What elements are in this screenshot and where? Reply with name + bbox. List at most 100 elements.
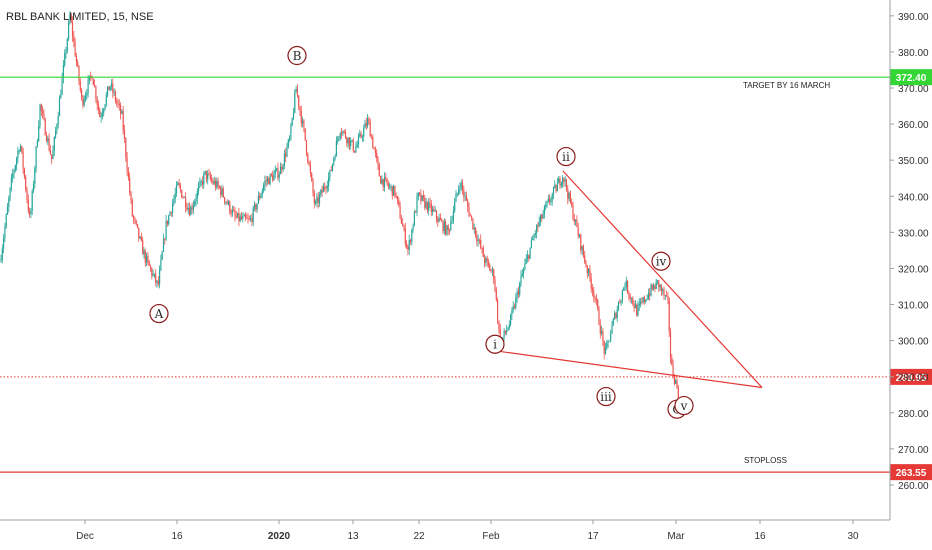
candle-body [667, 295, 669, 299]
candle-body [138, 227, 140, 239]
wave-label: v [680, 399, 688, 413]
x-tick-label: 17 [587, 531, 599, 542]
y-tick-label: 350.00 [898, 156, 929, 167]
y-tick-label: 300.00 [898, 337, 929, 348]
candle-body [575, 219, 577, 222]
candle-body [394, 185, 396, 196]
candle-body [110, 83, 113, 86]
candle-body [348, 137, 350, 147]
candle-body [187, 208, 189, 210]
candle-body [14, 165, 16, 171]
candle-body [478, 239, 480, 241]
candle-body [130, 192, 132, 201]
candle-body [105, 94, 107, 105]
candle-body [331, 163, 334, 171]
candle-body [456, 192, 458, 195]
candle-body [218, 186, 220, 188]
candle-body [565, 179, 568, 190]
candle-body [231, 209, 233, 214]
candle-body [272, 175, 274, 181]
candle-body [582, 246, 584, 256]
candle-body [393, 185, 395, 196]
price-axis[interactable]: 260.00 270.00 280.00 290.00 300.00 310.00 320.… [890, 12, 929, 492]
candle-body [135, 220, 137, 224]
candle-body [330, 170, 332, 171]
candle-body [387, 183, 389, 187]
candle-body [188, 208, 191, 216]
candle-body [222, 188, 224, 198]
candle-body [239, 216, 241, 222]
candle-body [380, 176, 382, 184]
candle-body [359, 133, 361, 137]
candle-body [599, 324, 601, 334]
candle-body [246, 217, 248, 219]
candle-body [607, 341, 609, 343]
candle-body [606, 342, 608, 348]
candle-body [568, 192, 570, 199]
candle-body [572, 205, 574, 220]
candle-body [227, 201, 230, 205]
candle-body [244, 214, 246, 218]
candle-body [354, 150, 356, 153]
time-axis[interactable]: Dec 16 2020 13 22 Feb 17 Mar 16 30 [76, 520, 859, 542]
candle-body [482, 247, 484, 258]
candle-body [586, 266, 588, 273]
candle-body [17, 150, 19, 159]
candle-body [494, 279, 496, 290]
candle-body [525, 258, 527, 264]
wave-label: ii [562, 150, 570, 164]
candle-body [601, 331, 603, 334]
candle-body [355, 147, 357, 153]
candle-body [424, 197, 426, 208]
candle-body [428, 202, 430, 211]
y-tick-label: 280.00 [898, 409, 929, 420]
candle-body [560, 183, 562, 186]
candle-body [104, 104, 106, 110]
candle-body [399, 205, 401, 219]
candle-body [238, 212, 240, 222]
wave-label: B [293, 49, 302, 63]
wave-label-circle [674, 395, 694, 416]
candle-body [438, 217, 440, 222]
candle-body [233, 209, 235, 212]
candle-body [23, 168, 25, 177]
candle-body [638, 303, 640, 306]
candle-body [26, 189, 28, 200]
candle-body [200, 181, 202, 183]
trendline-1[interactable] [562, 170, 763, 388]
candle-body [34, 168, 36, 184]
candle-body [185, 197, 187, 208]
candle-body [650, 284, 652, 296]
candle-body [69, 15, 71, 23]
candle-body [659, 285, 661, 288]
candle-body [477, 239, 479, 242]
y-tick-label: 270.00 [898, 445, 929, 456]
candle-body [12, 174, 14, 178]
candle-body [328, 177, 330, 187]
candle-body [186, 207, 188, 210]
candle-body [242, 216, 244, 220]
candle-body [13, 170, 15, 175]
candle-body [235, 216, 237, 218]
candle-body [255, 204, 257, 210]
wave-label-circle [149, 303, 169, 324]
candle-body [369, 121, 371, 137]
candle-body [504, 330, 506, 333]
candle-body [308, 162, 310, 165]
candle-body [422, 195, 425, 198]
candle-body [177, 182, 179, 186]
candle-body [426, 201, 428, 211]
candle-body [542, 213, 544, 219]
candle-body [1, 248, 3, 261]
candle-body [224, 197, 226, 202]
trendline-2[interactable] [499, 350, 763, 389]
candle-body [577, 227, 579, 237]
candle-body [64, 53, 66, 65]
candle-body [10, 177, 12, 188]
y-tick-label: 380.00 [898, 48, 929, 59]
candle-body [533, 235, 535, 239]
wave-label: iii [600, 390, 612, 404]
candle-body [117, 102, 119, 105]
candle-body [614, 313, 616, 319]
